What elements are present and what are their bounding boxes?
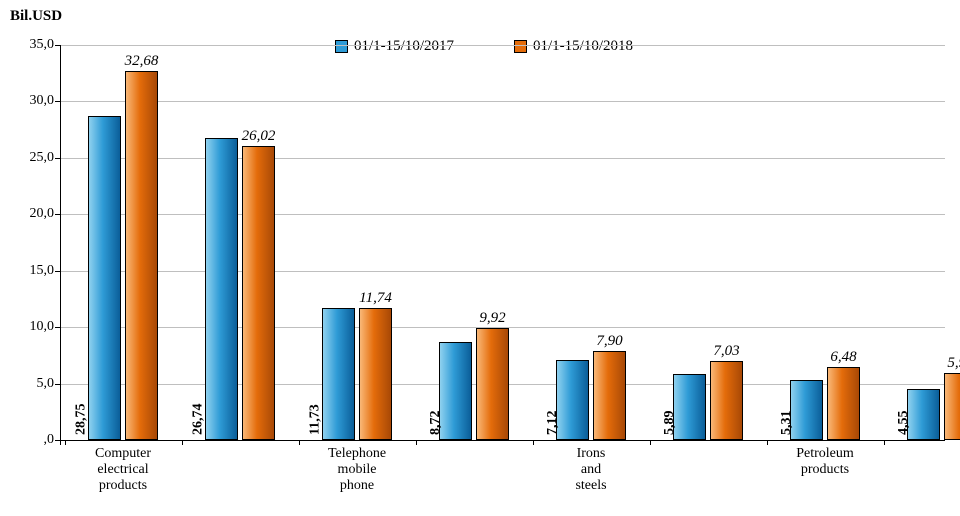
x-tick-mark (299, 440, 300, 445)
bar-value-2017: 28,75 (73, 404, 89, 436)
chart-container: Bil.USD 01/1-15/10/2017 01/1-15/10/2018 … (0, 0, 960, 516)
x-tick-mark (767, 440, 768, 445)
bar-2017: 26,74 (205, 138, 238, 440)
bar-2018: 11,74 (359, 308, 392, 440)
bar-2018: 26,02 (242, 146, 275, 440)
bar-2018: 7,03 (710, 361, 743, 440)
x-tick-mark (182, 440, 183, 445)
gridline (60, 45, 945, 46)
x-tick-mark (416, 440, 417, 445)
y-tick-label: 5,0 (37, 376, 61, 392)
bar-2017: 7,12 (556, 360, 589, 440)
bar-2017: 5,31 (790, 380, 823, 440)
bar-2018: 7,90 (593, 351, 626, 440)
bar-value-2017: 5,31 (778, 411, 794, 436)
y-axis-line (60, 45, 61, 445)
bar-top-label-2018: 9,92 (479, 310, 505, 329)
bar-value-2017: 7,12 (544, 411, 560, 436)
x-category-label: Computer electrical products (95, 440, 151, 494)
x-tick-mark (533, 440, 534, 445)
bar-value-2017: 5,89 (661, 411, 677, 436)
bar-top-label-2018: 7,90 (596, 333, 622, 352)
gridline (60, 101, 945, 102)
y-axis-title: Bil.USD (10, 8, 62, 25)
y-tick-label: 25,0 (30, 150, 61, 166)
bar-2018: 5,93 (944, 373, 960, 440)
bar-top-label-2018: 6,48 (830, 349, 856, 368)
bar-value-2017: 8,72 (427, 411, 443, 436)
bar-value-2017: 4,55 (895, 411, 911, 436)
bar-top-label-2018: 26,02 (242, 128, 276, 147)
gridline (60, 158, 945, 159)
bar-2017: 11,73 (322, 308, 355, 440)
y-tick-label: 10,0 (30, 319, 61, 335)
x-category-label: Irons and steels (575, 440, 606, 494)
bar-top-label-2018: 5,93 (947, 355, 960, 374)
gridline (60, 271, 945, 272)
bar-2017: 4,55 (907, 389, 940, 440)
bar-2018: 9,92 (476, 328, 509, 440)
x-tick-mark (65, 440, 66, 445)
y-tick-label: 20,0 (30, 206, 61, 222)
bar-2018: 32,68 (125, 71, 158, 440)
x-category-label: Telephone mobile phone (328, 440, 386, 494)
bar-value-2017: 26,74 (190, 404, 206, 436)
y-tick-label: 35,0 (30, 37, 61, 53)
bar-top-label-2018: 32,68 (125, 53, 159, 72)
bar-2017: 8,72 (439, 342, 472, 440)
x-category-label: Petroleum products (796, 440, 854, 478)
gridline (60, 214, 945, 215)
plot-area: ,05,010,015,020,025,030,035,028,7532,68C… (60, 45, 945, 440)
bar-2017: 5,89 (673, 374, 706, 440)
bar-2017: 28,75 (88, 116, 121, 440)
bar-value-2017: 11,73 (307, 404, 323, 435)
bar-top-label-2018: 7,03 (713, 343, 739, 362)
x-tick-mark (884, 440, 885, 445)
y-tick-label: 15,0 (30, 263, 61, 279)
bar-top-label-2018: 11,74 (359, 290, 392, 309)
y-tick-label: 30,0 (30, 93, 61, 109)
bar-2018: 6,48 (827, 367, 860, 440)
x-tick-mark (650, 440, 651, 445)
